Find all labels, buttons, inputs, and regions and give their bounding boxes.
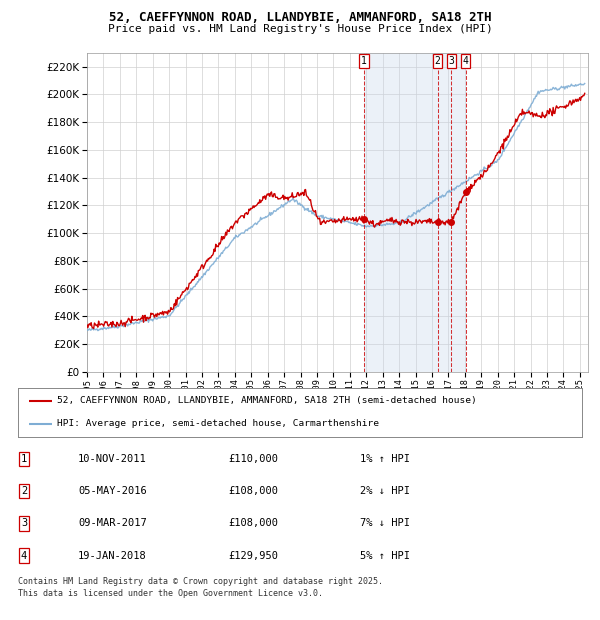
Text: 2: 2 [21, 486, 27, 496]
Text: 1: 1 [361, 56, 367, 66]
Text: 52, CAEFFYNNON ROAD, LLANDYBIE, AMMANFORD, SA18 2TH (semi-detached house): 52, CAEFFYNNON ROAD, LLANDYBIE, AMMANFOR… [58, 396, 477, 405]
Text: £108,000: £108,000 [228, 518, 278, 528]
Text: 52, CAEFFYNNON ROAD, LLANDYBIE, AMMANFORD, SA18 2TH: 52, CAEFFYNNON ROAD, LLANDYBIE, AMMANFOR… [109, 11, 491, 24]
Text: 2% ↓ HPI: 2% ↓ HPI [360, 486, 410, 496]
Text: 4: 4 [21, 551, 27, 560]
Text: 10-NOV-2011: 10-NOV-2011 [78, 454, 147, 464]
Text: £110,000: £110,000 [228, 454, 278, 464]
Text: 19-JAN-2018: 19-JAN-2018 [78, 551, 147, 560]
Text: 2: 2 [434, 56, 440, 66]
Text: 4: 4 [463, 56, 469, 66]
Text: Price paid vs. HM Land Registry's House Price Index (HPI): Price paid vs. HM Land Registry's House … [107, 24, 493, 33]
Text: £129,950: £129,950 [228, 551, 278, 560]
Text: HPI: Average price, semi-detached house, Carmarthenshire: HPI: Average price, semi-detached house,… [58, 419, 379, 428]
Text: 09-MAR-2017: 09-MAR-2017 [78, 518, 147, 528]
Text: 5% ↑ HPI: 5% ↑ HPI [360, 551, 410, 560]
Text: 1: 1 [21, 454, 27, 464]
Text: 3: 3 [21, 518, 27, 528]
Text: 1% ↑ HPI: 1% ↑ HPI [360, 454, 410, 464]
Text: Contains HM Land Registry data © Crown copyright and database right 2025.: Contains HM Land Registry data © Crown c… [18, 577, 383, 586]
Text: 05-MAY-2016: 05-MAY-2016 [78, 486, 147, 496]
Text: £108,000: £108,000 [228, 486, 278, 496]
Text: 3: 3 [449, 56, 454, 66]
Bar [364, 53, 466, 372]
Text: This data is licensed under the Open Government Licence v3.0.: This data is licensed under the Open Gov… [18, 589, 323, 598]
Text: 7% ↓ HPI: 7% ↓ HPI [360, 518, 410, 528]
